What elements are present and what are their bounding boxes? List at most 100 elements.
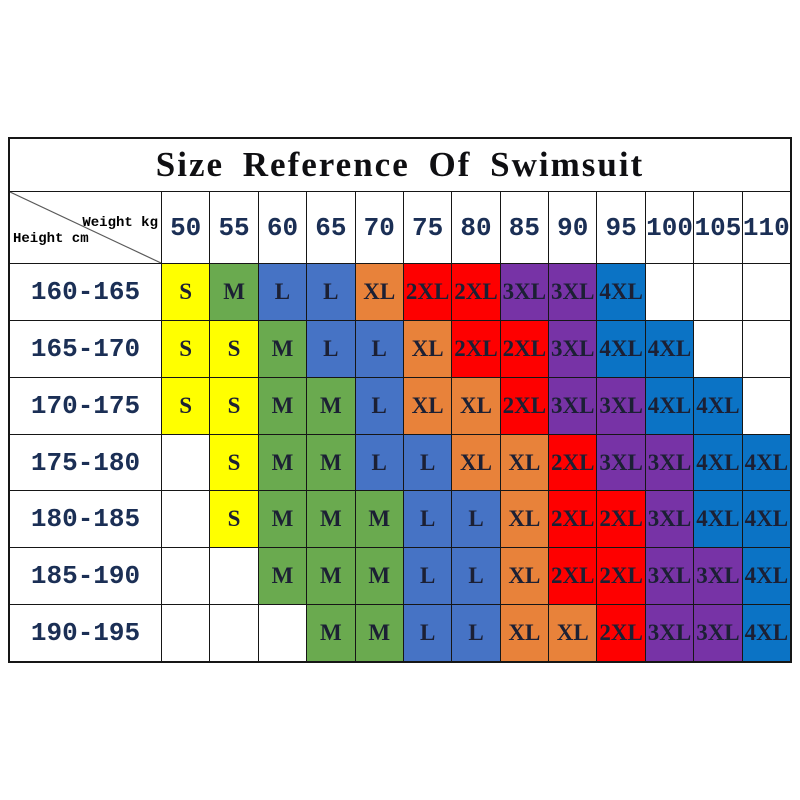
weight-header-55: 55 [209, 192, 258, 263]
size-cell-s: S [161, 377, 210, 434]
size-cell-4xl: 4XL [644, 320, 694, 377]
weight-header-row: Weight kg Height cm 50 55 60 65 70 75 80 85 90 95… [10, 192, 790, 263]
weight-header-80: 80 [451, 192, 500, 263]
table-row-185-190: 185-190 M M M L L XL 2XL 2XL 3XL 3XL 4XL [10, 547, 790, 605]
size-cell-empty [741, 264, 790, 320]
size-cell-2xl: 2XL [548, 491, 597, 548]
weight-header-60: 60 [257, 192, 307, 263]
size-cell-xl: XL [354, 264, 403, 320]
size-cell-empty [257, 605, 307, 662]
height-range-cell: 185-190 [10, 548, 161, 605]
size-cell-3xl: 3XL [548, 377, 597, 434]
size-cell-3xl: 3XL [644, 548, 694, 605]
size-cell-l: L [306, 320, 355, 377]
size-cell-m: M [306, 434, 355, 491]
size-cell-s: S [209, 491, 258, 548]
height-range-cell: 190-195 [10, 605, 161, 662]
size-cell-4xl: 4XL [644, 377, 694, 434]
weight-header-75: 75 [402, 192, 452, 263]
size-cell-empty [161, 605, 210, 662]
size-cell-4xl: 4XL [693, 434, 742, 491]
weight-header-105: 105 [693, 192, 742, 263]
size-cell-l: L [306, 264, 355, 320]
size-cell-2xl: 2XL [499, 320, 549, 377]
size-cell-l: L [451, 605, 500, 662]
size-cell-2xl: 2XL [402, 264, 452, 320]
size-cell-m: M [209, 264, 258, 320]
size-cell-4xl: 4XL [741, 434, 790, 491]
size-cell-2xl: 2XL [499, 377, 549, 434]
height-range-cell: 175-180 [10, 434, 161, 491]
size-cell-2xl: 2XL [596, 548, 645, 605]
table-row-160-165: 160-165 S M L L XL 2XL 2XL 3XL 3XL 4XL [10, 263, 790, 320]
size-cell-3xl: 3XL [596, 377, 645, 434]
size-cell-l: L [257, 264, 307, 320]
corner-cell: Weight kg Height cm [10, 192, 161, 263]
size-cell-l: L [402, 605, 452, 662]
size-cell-xl: XL [548, 605, 597, 662]
size-cell-empty [161, 434, 210, 491]
size-cell-4xl: 4XL [693, 491, 742, 548]
size-cell-4xl: 4XL [741, 605, 790, 662]
size-cell-s: S [161, 320, 210, 377]
weight-header-70: 70 [354, 192, 403, 263]
size-cell-3xl: 3XL [644, 491, 694, 548]
size-cell-m: M [306, 605, 355, 662]
size-cell-3xl: 3XL [693, 605, 742, 662]
size-cell-l: L [402, 491, 452, 548]
table-row-180-185: 180-185 S M M M L L XL 2XL 2XL 3XL 4XL 4XL [10, 490, 790, 548]
size-cell-s: S [161, 264, 210, 320]
size-cell-4xl: 4XL [596, 264, 645, 320]
size-cell-2xl: 2XL [596, 491, 645, 548]
size-cell-3xl: 3XL [644, 434, 694, 491]
size-cell-2xl: 2XL [451, 264, 500, 320]
size-cell-3xl: 3XL [644, 605, 694, 662]
weight-header-50: 50 [161, 192, 210, 263]
size-cell-3xl: 3XL [548, 264, 597, 320]
size-cell-empty [209, 548, 258, 605]
size-cell-l: L [402, 548, 452, 605]
size-cell-3xl: 3XL [596, 434, 645, 491]
weight-axis-label: Weight kg [82, 215, 158, 231]
height-range-cell: 160-165 [10, 264, 161, 320]
size-cell-empty [693, 264, 742, 320]
height-axis-label: Height cm [13, 231, 89, 247]
size-cell-4xl: 4XL [596, 320, 645, 377]
size-cell-l: L [451, 548, 500, 605]
size-cell-empty [741, 377, 790, 434]
height-range-cell: 165-170 [10, 320, 161, 377]
size-cell-3xl: 3XL [548, 320, 597, 377]
size-cell-l: L [451, 491, 500, 548]
table-row-175-180: 175-180 S M M L L XL XL 2XL 3XL 3XL 4XL 4XL [10, 433, 790, 491]
size-cell-l: L [354, 434, 403, 491]
size-cell-xl: XL [499, 548, 549, 605]
size-cell-empty [741, 320, 790, 377]
table-row-170-175: 170-175 S S M M L XL XL 2XL 3XL 3XL 4XL 4XL [10, 376, 790, 434]
weight-header-95: 95 [596, 192, 645, 263]
size-cell-4xl: 4XL [741, 548, 790, 605]
size-cell-xl: XL [499, 605, 549, 662]
size-cell-xl: XL [402, 377, 452, 434]
size-cell-m: M [306, 377, 355, 434]
size-cell-m: M [354, 548, 403, 605]
size-cell-xl: XL [451, 434, 500, 491]
size-cell-4xl: 4XL [741, 491, 790, 548]
size-cell-m: M [257, 548, 307, 605]
size-cell-empty [161, 548, 210, 605]
size-cell-m: M [257, 491, 307, 548]
size-cell-m: M [257, 434, 307, 491]
height-range-cell: 170-175 [10, 377, 161, 434]
height-range-cell: 180-185 [10, 491, 161, 548]
size-cell-m: M [354, 491, 403, 548]
size-cell-empty [161, 491, 210, 548]
table-row-165-170: 165-170 S S M L L XL 2XL 2XL 3XL 4XL 4XL [10, 319, 790, 377]
size-cell-empty [644, 264, 694, 320]
size-cell-4xl: 4XL [693, 377, 742, 434]
size-cell-2xl: 2XL [548, 434, 597, 491]
size-cell-xl: XL [499, 434, 549, 491]
weight-header-110: 110 [741, 192, 790, 263]
size-cell-empty [693, 320, 742, 377]
size-cell-s: S [209, 434, 258, 491]
size-reference-table: Size Reference Of Swimsuit Weight kg Hei… [8, 137, 792, 663]
